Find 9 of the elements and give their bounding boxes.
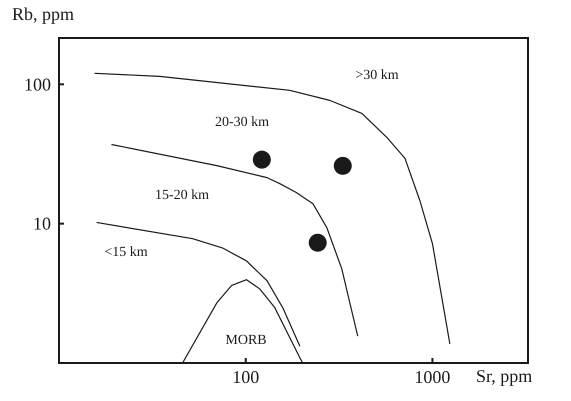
annotation: >30 km (355, 68, 399, 84)
annotation: <15 km (104, 245, 148, 261)
x-axis-title: Sr, ppm (476, 366, 532, 387)
annotation: 15-20 km (154, 188, 210, 204)
x-tick-label: 1000 (414, 367, 450, 387)
y-tick-label: 10 (33, 214, 51, 234)
annotation: 20-30 km (214, 115, 270, 131)
annotation: MORB (225, 333, 267, 349)
y-axis-title: Rb, ppm (12, 4, 74, 25)
